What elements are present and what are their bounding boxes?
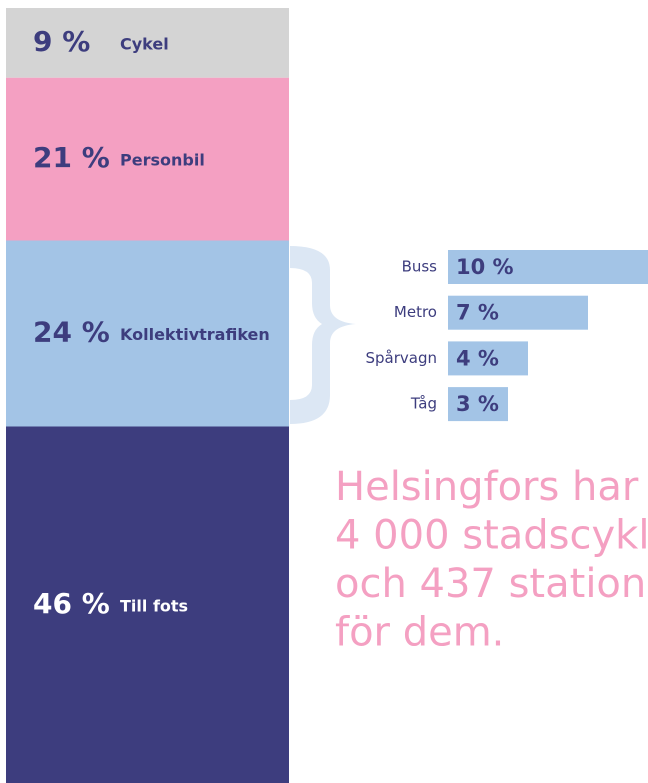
- segment: [6, 8, 289, 78]
- bar-value: 3 %: [456, 392, 499, 416]
- segment-value: 24 %: [33, 316, 110, 349]
- segment: [6, 77, 289, 241]
- bar-value: 10 %: [456, 255, 514, 279]
- segment-label: Cykel: [120, 34, 169, 53]
- segment-value: 46 %: [33, 587, 110, 620]
- bar: [448, 250, 648, 284]
- annotation-line: och 437 stationer: [335, 561, 648, 607]
- annotation-line: Helsingfors har: [335, 464, 639, 510]
- bar: [448, 387, 508, 422]
- segment-label: Personbil: [120, 151, 205, 170]
- segment-label: Kollektivtrafiken: [120, 325, 270, 344]
- annotation-line: för dem.: [335, 610, 504, 656]
- bar-category: Metro: [394, 303, 437, 321]
- brace: [290, 246, 356, 424]
- bar: [448, 295, 588, 330]
- bar-category: Buss: [402, 258, 438, 276]
- segment: [6, 426, 289, 783]
- segment-label: Till fots: [120, 596, 188, 615]
- bar-value: 4 %: [456, 346, 499, 370]
- annotation-line: 4 000 stadscyklar: [335, 513, 648, 559]
- bar-category: Tåg: [410, 395, 437, 413]
- bar: [448, 341, 528, 376]
- bar-category: Spårvagn: [366, 349, 438, 367]
- segment-value: 21 %: [33, 141, 110, 174]
- bar-value: 7 %: [456, 301, 499, 325]
- segment: [6, 240, 289, 427]
- segment-value: 9 %: [33, 25, 90, 58]
